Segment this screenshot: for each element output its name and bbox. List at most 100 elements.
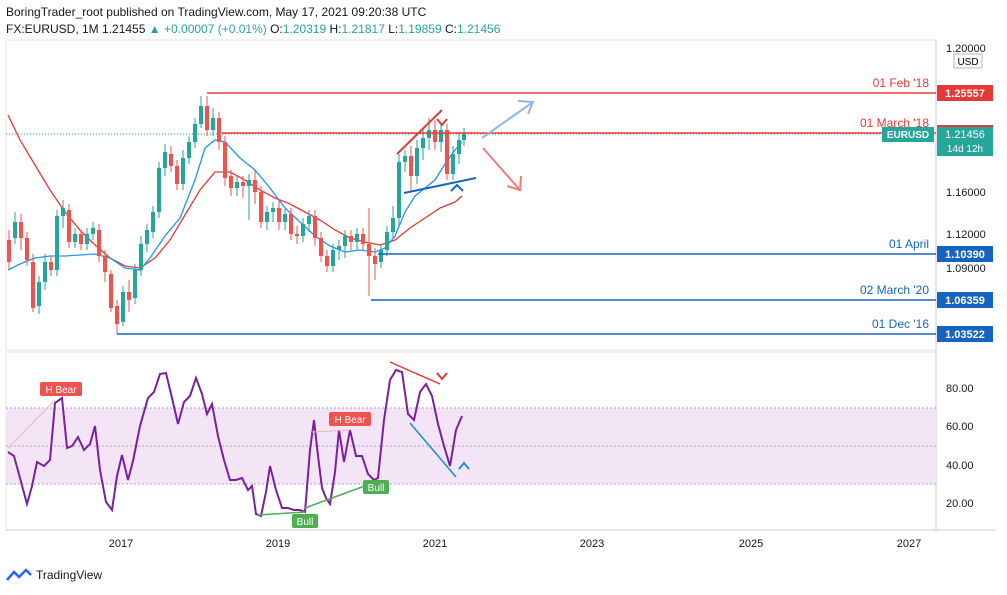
candle-body xyxy=(331,250,335,266)
candle-body xyxy=(187,142,191,158)
candle-body xyxy=(67,210,71,242)
price-pane[interactable] xyxy=(5,39,937,351)
candle-body xyxy=(199,106,203,124)
rsi-label-h-bear-1[interactable]: H Bear xyxy=(40,382,82,396)
level-label-2: 01 April xyxy=(889,237,929,251)
svg-text:EURUSD: EURUSD xyxy=(887,130,929,141)
candle-body xyxy=(49,262,53,270)
symbol-label: FX:EURUSD, 1M xyxy=(6,22,99,36)
candle-body xyxy=(85,234,89,244)
resistance-trendline[interactable] xyxy=(396,109,443,155)
support-trendline[interactable] xyxy=(403,177,477,194)
candle-body xyxy=(211,118,215,130)
bull-projection-arrow[interactable] xyxy=(481,101,534,139)
rsi-line xyxy=(7,368,463,518)
open-value: 1.20319 xyxy=(282,22,327,36)
price-tick-3: 1.12000 xyxy=(946,229,986,241)
fast-ma-line xyxy=(7,139,463,271)
svg-text:Bull: Bull xyxy=(297,517,314,528)
candle-body xyxy=(217,118,221,142)
time-tick-2017: 2017 xyxy=(109,538,133,550)
level-tag-value-2: 1.10390 xyxy=(945,249,985,261)
rsi-label-bull-1[interactable]: Bull xyxy=(292,514,318,528)
svg-text:14d 12h: 14d 12h xyxy=(947,144,983,155)
rsi-tick-20: 20.00 xyxy=(946,498,974,510)
svg-text:Bull: Bull xyxy=(368,483,385,494)
level-label-3: 02 March '20 xyxy=(860,283,929,297)
change-arrow-icon: ▲ xyxy=(148,22,161,36)
level-tag-value-4: 1.03522 xyxy=(945,329,985,341)
candle-body xyxy=(385,232,389,250)
level-label-1: 01 March '18 xyxy=(860,116,929,130)
publish-line: BoringTrader_root published on TradingVi… xyxy=(6,5,427,19)
candle-body xyxy=(415,148,419,176)
level-texts: 01 Feb '18 01 March '18 01 April 02 March '… xyxy=(860,76,929,331)
candle-body xyxy=(247,180,251,186)
candle-body xyxy=(253,180,257,192)
candle-body xyxy=(97,230,101,256)
bear-projection-arrow[interactable] xyxy=(482,147,521,191)
price-tick-2: 1.16000 xyxy=(946,187,986,199)
rsi-bull-divergence-line[interactable] xyxy=(409,422,457,478)
candle-body xyxy=(439,130,443,142)
candle-body xyxy=(19,222,23,238)
rsi-label-h-bear-2[interactable]: H Bear xyxy=(329,412,371,426)
top-marker-icon xyxy=(436,118,448,127)
rsi-label-bull-2[interactable]: Bull xyxy=(363,480,389,494)
time-axis[interactable]: 2017 2019 2021 2023 2025 2027 xyxy=(109,538,921,550)
rsi-axis[interactable]: 80.00 60.00 40.00 20.00 xyxy=(946,383,974,510)
rsi-tick-40: 40.00 xyxy=(946,460,974,472)
rsi-bear-divergence-line[interactable] xyxy=(389,361,441,385)
candle-body xyxy=(409,156,413,176)
candle-body xyxy=(457,140,461,154)
candle-body xyxy=(145,230,149,244)
candle-body xyxy=(139,244,143,270)
candle-body xyxy=(79,234,83,244)
candle-body xyxy=(151,212,155,232)
candle-body xyxy=(379,250,383,262)
candle-body xyxy=(367,244,371,256)
candle-body xyxy=(61,208,65,216)
price-tick-4: 1.09000 xyxy=(946,263,986,275)
brand-footer[interactable]: TradingView xyxy=(6,568,102,582)
candle-body xyxy=(13,222,17,238)
level-tag-bg-0 xyxy=(937,85,993,101)
brand-name: TradingView xyxy=(36,568,103,582)
svg-text:1.21456: 1.21456 xyxy=(945,129,985,141)
candle-body xyxy=(271,208,275,212)
bull-line-1[interactable] xyxy=(257,511,306,516)
candle-body xyxy=(301,224,305,236)
candle-body xyxy=(169,154,173,166)
bottom-marker-icon xyxy=(450,183,464,192)
candle-body xyxy=(205,106,209,130)
candle-body xyxy=(462,134,466,140)
publish-info: BoringTrader_root published on TradingVi… xyxy=(6,5,426,19)
candle-body xyxy=(265,212,269,222)
bull-arrowhead-icon xyxy=(517,100,535,115)
bull-line-2[interactable] xyxy=(304,483,371,509)
candle-body xyxy=(337,246,341,250)
svg-text:USD: USD xyxy=(957,57,978,68)
level-tag-value-0: 1.25557 xyxy=(945,88,985,100)
candle-body xyxy=(391,218,395,232)
last-price: 1.21455 xyxy=(102,22,146,36)
price-tick-1: 1.20000 xyxy=(946,43,986,55)
level-tag-value-3: 1.06359 xyxy=(945,295,985,307)
price-axis[interactable]: 1.20000 1.16000 1.12000 1.09000 xyxy=(946,43,986,275)
current-price-tag: EURUSD 1.21456 14d 12h xyxy=(882,127,993,156)
time-tick-2027: 2027 xyxy=(897,538,921,550)
slow-ma-line xyxy=(7,114,463,269)
level-tag-bg-3 xyxy=(937,292,993,308)
tradingview-logo-icon xyxy=(6,568,32,581)
candle-body xyxy=(25,238,29,260)
high-value: 1.21817 xyxy=(341,22,385,36)
candle-body xyxy=(229,176,233,188)
h-bear-line-1[interactable] xyxy=(7,399,56,449)
h-bear-line-2[interactable] xyxy=(311,429,351,433)
level-label-0: 01 Feb '18 xyxy=(873,76,930,90)
candle-body xyxy=(175,166,179,184)
candle-body xyxy=(451,154,455,174)
candle-body xyxy=(445,130,449,174)
candle-body xyxy=(289,214,293,234)
